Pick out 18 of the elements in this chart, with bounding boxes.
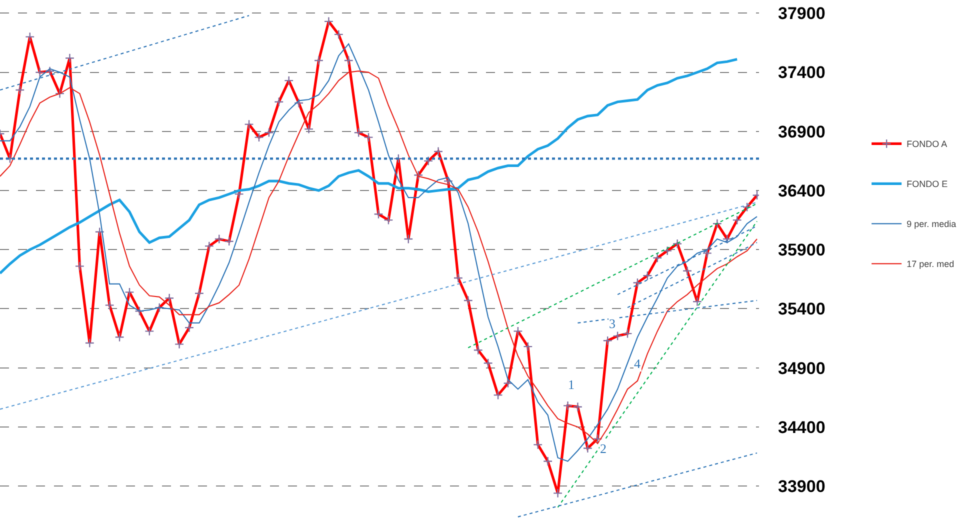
y-tick-label: 36900 <box>778 122 826 142</box>
y-tick-label: 34900 <box>778 358 826 378</box>
legend-label: 9 per. media <box>906 219 956 230</box>
y-tick-label: 34400 <box>778 418 826 437</box>
y-tick-label: 36400 <box>778 181 826 200</box>
annotation: 3 <box>609 316 616 331</box>
annotation: 1 <box>568 377 574 392</box>
y-tick-label: 37400 <box>778 63 826 82</box>
y-tick-label: 33900 <box>778 477 826 496</box>
y-tick-label: 37900 <box>778 4 826 24</box>
y-tick-label: 35900 <box>778 240 826 260</box>
annotation: 2 <box>600 441 606 456</box>
y-tick-label: 35400 <box>778 300 826 319</box>
legend-label: 17 per. med <box>906 259 954 270</box>
legend-label: FONDO A <box>906 139 948 150</box>
legend-label: FONDO E <box>906 179 948 190</box>
line-series <box>0 58 738 275</box>
annotation: 4 <box>634 356 641 371</box>
